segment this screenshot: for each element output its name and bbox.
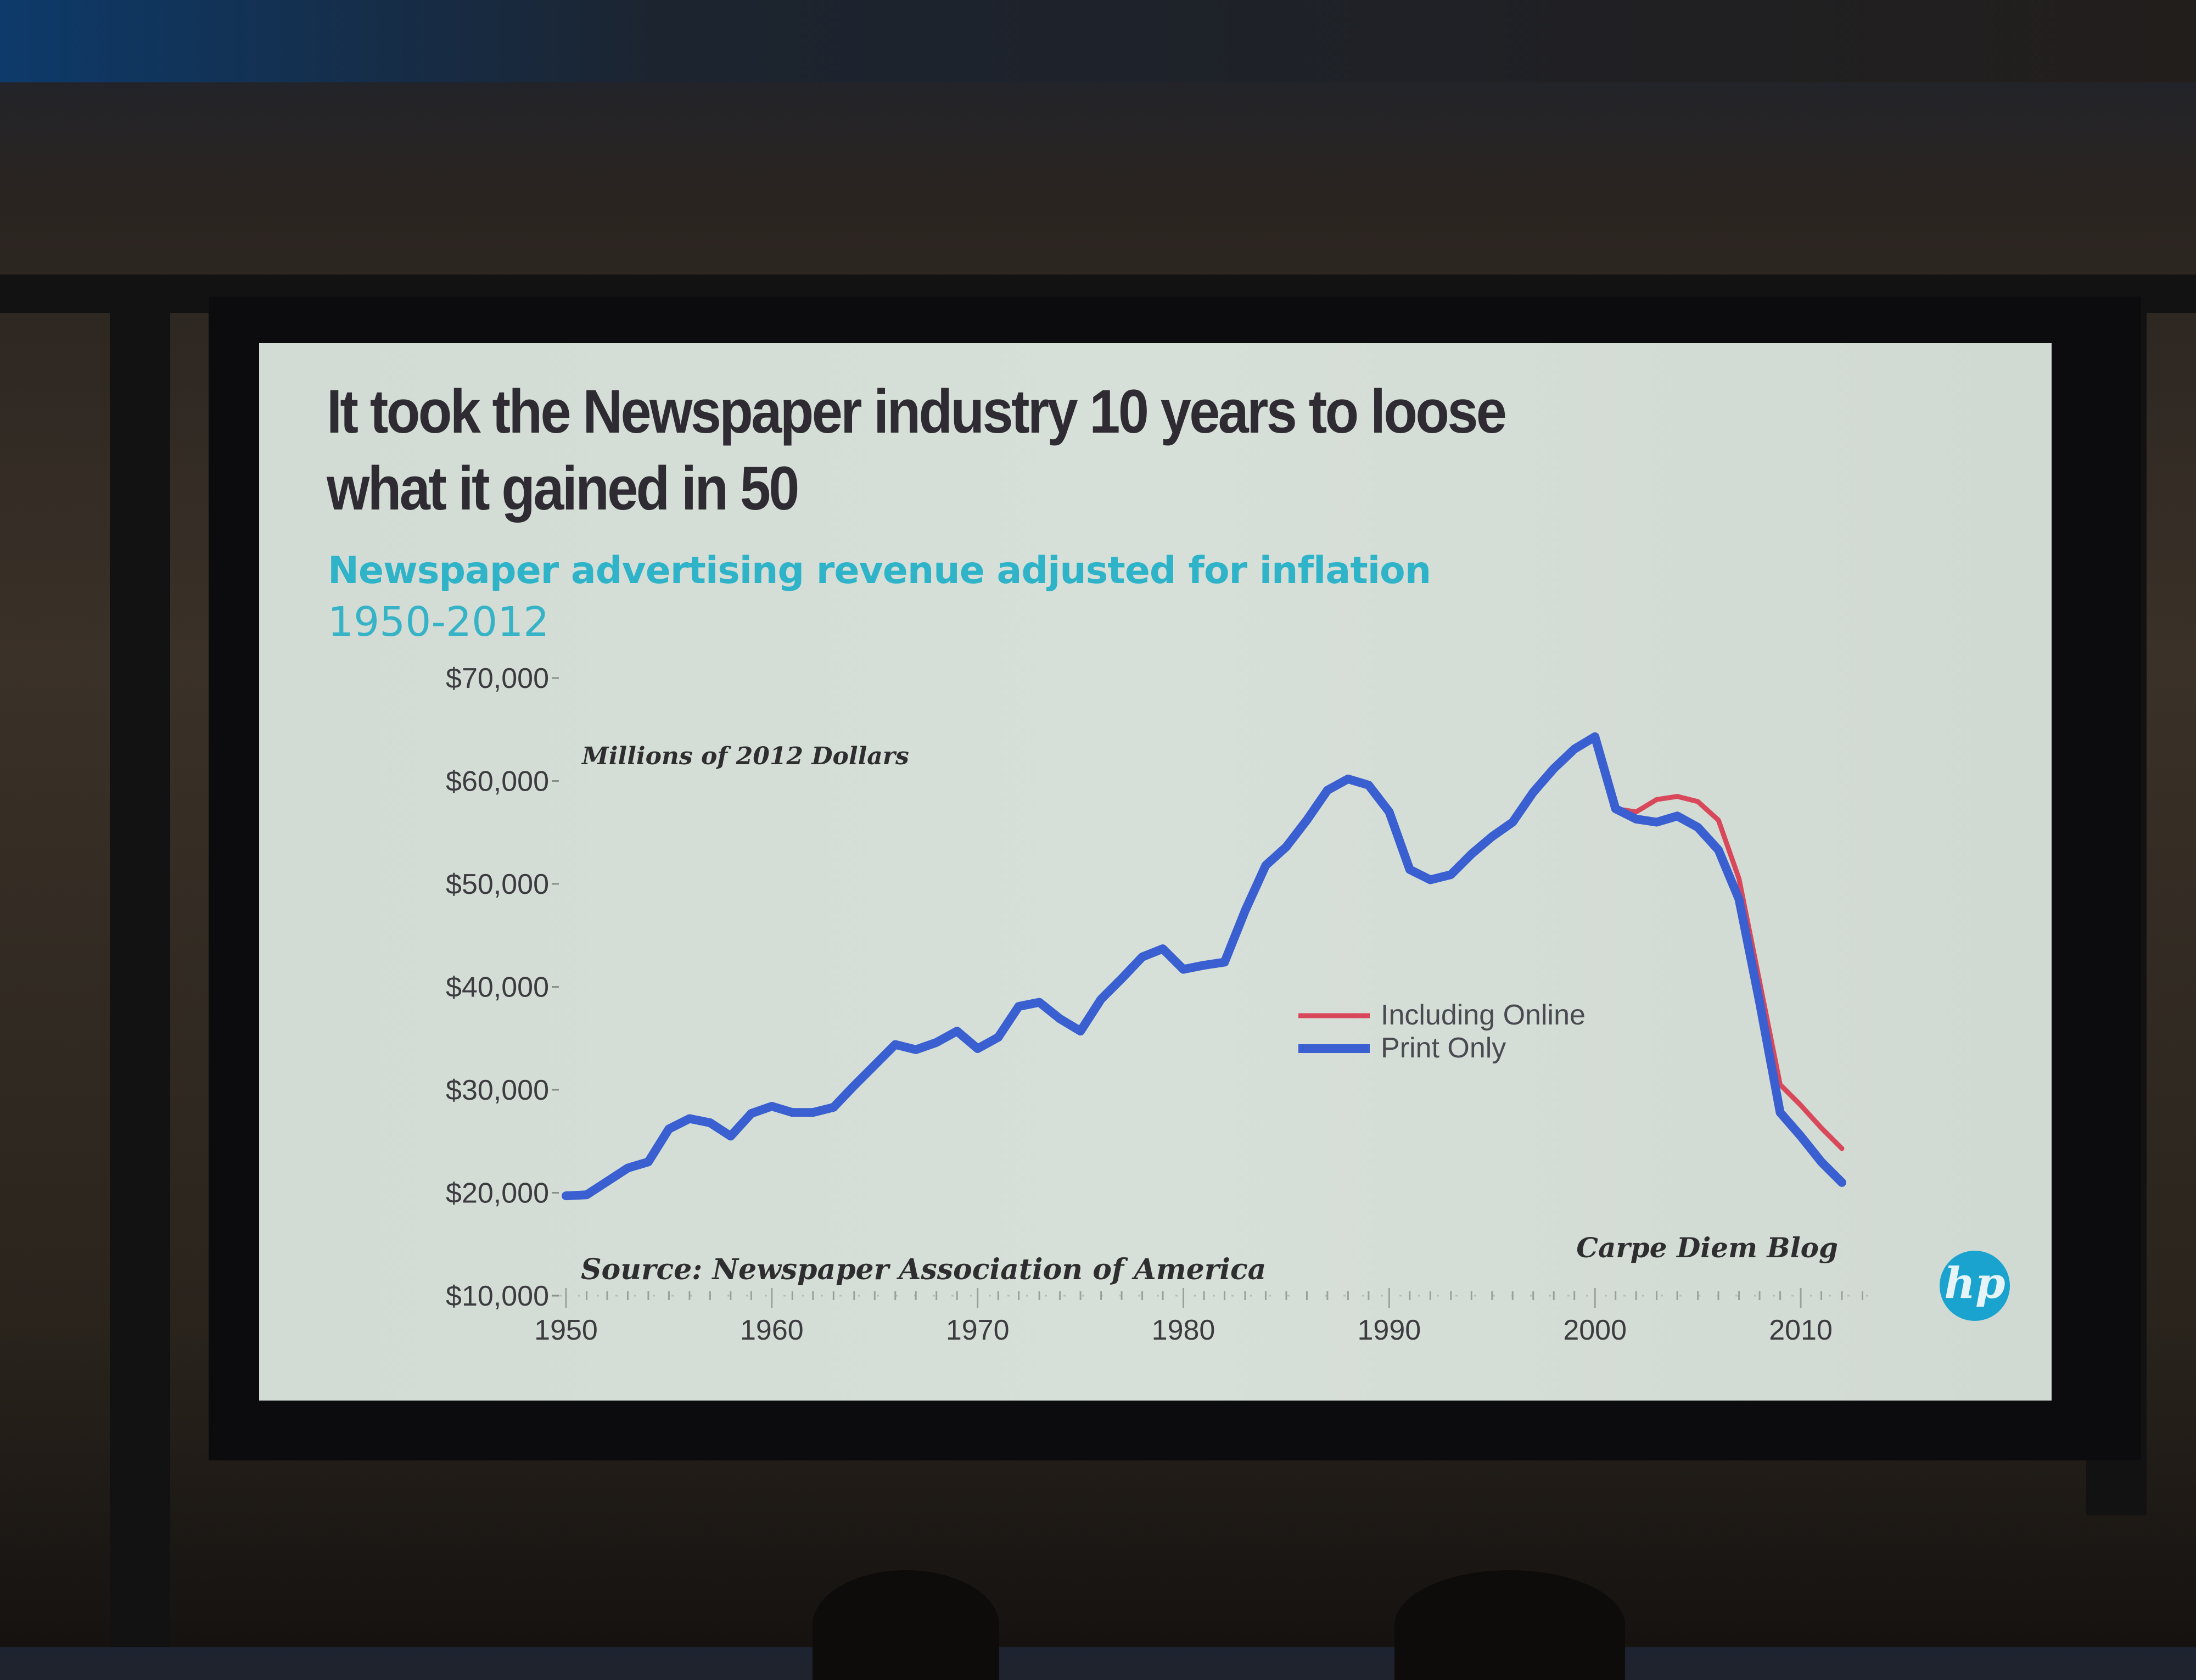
y-tick-label: $50,000 bbox=[446, 869, 549, 900]
x-tick-label: 1990 bbox=[1358, 1314, 1421, 1346]
projection-screen bbox=[259, 343, 2052, 1401]
source-note: Source: Newspaper Association of America bbox=[581, 1253, 1266, 1286]
audience-head bbox=[813, 1570, 999, 1680]
legend-label-print-only: Print Only bbox=[1381, 1032, 1506, 1064]
hp-logo-text: hp bbox=[1944, 1258, 2005, 1308]
title-line-2: what it gained in 50 bbox=[327, 454, 799, 523]
date-range: 1950-2012 bbox=[328, 598, 550, 646]
y-tick-label: $40,000 bbox=[446, 972, 549, 1004]
axes: $10,000 $20,000 $30,000 $40,000 $50,000 $60,0… bbox=[446, 663, 1875, 1346]
y-tick-label: $10,000 bbox=[446, 1280, 549, 1312]
y-tick-label: $30,000 bbox=[446, 1074, 549, 1106]
truss-left bbox=[110, 285, 170, 1647]
y-tick-label: $20,000 bbox=[446, 1178, 549, 1209]
series-line-including-online bbox=[1613, 794, 1845, 1151]
slide-subtitle: Newspaper advertising revenue adjusted f… bbox=[328, 549, 1431, 592]
y-tick-label: $70,000 bbox=[446, 663, 549, 695]
legend: Including Online Print Only bbox=[1298, 999, 1586, 1064]
x-tick-label: 1980 bbox=[1152, 1314, 1215, 1346]
credit-note: Carpe Diem Blog bbox=[1576, 1231, 1838, 1264]
y-tick-label: $60,000 bbox=[446, 766, 549, 798]
series-lines bbox=[562, 732, 1846, 1201]
x-tick-label: 2010 bbox=[1769, 1314, 1833, 1346]
x-tick-label: 1960 bbox=[740, 1314, 804, 1346]
legend-label-including-online: Including Online bbox=[1381, 999, 1586, 1031]
x-tick-label: 1970 bbox=[946, 1314, 1010, 1346]
ceiling bbox=[0, 0, 2196, 82]
unit-label: Millions of 2012 Dollars bbox=[581, 742, 909, 770]
slide-title: It took the Newspaper industry 10 years … bbox=[327, 373, 1507, 527]
hp-logo: hp bbox=[1940, 1251, 2010, 1321]
x-tick-label: 1950 bbox=[534, 1314, 598, 1346]
x-tick-label: 2000 bbox=[1563, 1314, 1627, 1346]
audience-head bbox=[1394, 1570, 1625, 1680]
series-line-print-only bbox=[562, 732, 1846, 1201]
title-line-1: It took the Newspaper industry 10 years … bbox=[327, 377, 1507, 446]
